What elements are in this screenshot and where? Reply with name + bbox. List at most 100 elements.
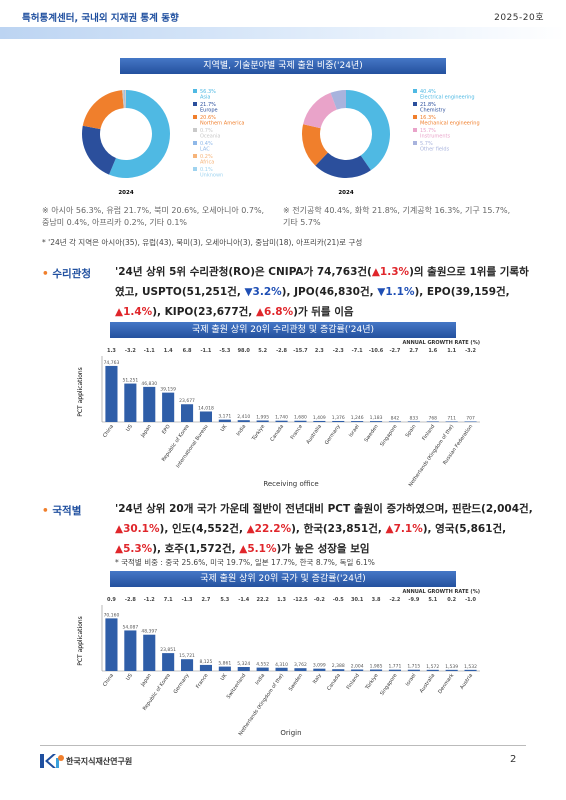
legend-label: Electrical engineering <box>420 95 475 101</box>
value-label: 768 <box>428 415 437 421</box>
growth-value: 1.1 <box>447 348 456 354</box>
x-tick-label: India <box>254 673 266 687</box>
trend-value: ▲6.8% <box>255 306 294 318</box>
header-title: 특허통계센터, 국내외 지재권 통계 동향 <box>22 13 179 24</box>
value-label: 1,680 <box>294 415 307 421</box>
growth-title: ANNUAL GROWTH RATE (%) <box>403 340 480 346</box>
growth-value: -1.4 <box>238 597 249 603</box>
bar <box>388 421 401 422</box>
legend-swatch <box>413 141 417 145</box>
growth-value: -2.8 <box>125 597 136 603</box>
legend-value: 40.4% <box>420 89 436 95</box>
chart-title: 국제 출원 상위 20위 국가 및 증감률('24년) <box>110 571 456 587</box>
legend-value: 20.6% <box>200 115 216 121</box>
text-run: ), EPO(39,159건, <box>414 286 510 298</box>
value-label: 842 <box>391 415 400 421</box>
bar <box>294 668 307 671</box>
x-tick-label: France <box>195 673 209 690</box>
bar <box>313 420 326 422</box>
growth-value: 5.1 <box>428 597 437 603</box>
donut-slice <box>82 125 116 175</box>
x-tick-label: Austria <box>459 673 474 691</box>
trend-value: ▲5.3% <box>115 543 153 555</box>
para-label-wrap: • 수리관청 <box>42 268 92 280</box>
value-label: 39,159 <box>160 387 176 393</box>
note: * 국적별 비중 : 중국 25.6%, 미국 19.7%, 일본 17.7%,… <box>115 558 375 567</box>
value-label: 3,171 <box>218 414 231 420</box>
text-run: )의 출원으로 1위를 기록하였고, USPTO(51,251건, <box>115 266 529 298</box>
trend-value: ▲5.1% <box>239 543 277 555</box>
growth-value: 2.3 <box>315 348 324 354</box>
value-label: 707 <box>466 415 475 421</box>
org-name: 한국지식재산연구원 <box>66 757 133 766</box>
legend-label: Instruments <box>420 134 451 140</box>
x-tick-label: India <box>235 424 247 438</box>
growth-value: 3.8 <box>372 597 381 603</box>
footer-rule <box>40 745 526 746</box>
growth-value: -9.9 <box>408 597 419 603</box>
issue-number: 2025-20호 <box>494 13 544 23</box>
value-label: 3,762 <box>294 662 307 668</box>
para-label: 수리관청 <box>52 268 92 280</box>
value-label: 23,851 <box>160 647 176 653</box>
x-tick-label: UK <box>220 672 229 682</box>
bar <box>407 669 420 671</box>
bar <box>275 667 288 671</box>
bar <box>181 659 194 671</box>
value-label: 1,995 <box>256 415 269 421</box>
x-tick-label: China <box>102 424 115 439</box>
bar <box>351 669 364 671</box>
bar <box>237 667 250 671</box>
donut-slice <box>124 90 126 109</box>
growth-value: 0.2 <box>447 597 456 603</box>
growth-value: 0.9 <box>107 597 116 603</box>
text-run: '24년 상위 5위 수리관청(RO)은 CNIPA가 74,763건( <box>115 266 372 278</box>
text-run: ), 호주(1,572건, <box>152 543 240 555</box>
x-tick-label: Germany <box>173 673 191 695</box>
x-tick-label: Türkiye <box>251 424 267 443</box>
text-run: ), 인도(4,552건, <box>159 523 247 535</box>
value-label: 2,410 <box>237 414 250 420</box>
paragraph: '24년 상위 20개 국가 가운데 절반이 전년대비 PCT 출원이 증가하였… <box>115 499 535 559</box>
bar <box>275 420 288 422</box>
text-run: ), JPO(46,830건, <box>281 286 378 298</box>
bar <box>294 420 307 422</box>
value-label: 1,572 <box>426 664 439 670</box>
growth-value: -0.2 <box>314 597 325 603</box>
bar <box>445 421 458 422</box>
bar <box>388 669 401 671</box>
x-tick-label: Canada <box>326 673 342 692</box>
donut-slice <box>330 90 346 110</box>
legend-label: Mechanical engineering <box>420 121 480 127</box>
value-label: 3,099 <box>313 663 326 669</box>
trend-value: ▲22.2% <box>246 523 292 535</box>
value-label: 1,532 <box>464 664 477 670</box>
text-run: )가 뒤를 이음 <box>293 306 354 318</box>
growth-value: -7.1 <box>352 348 363 354</box>
x-tick-label: Sweden <box>288 673 304 693</box>
legend-label: Asia <box>200 95 210 101</box>
text-run: ), KIPO(23,677건, <box>152 306 256 318</box>
bar <box>124 630 137 671</box>
value-label: 54,087 <box>122 624 138 630</box>
bar <box>351 421 364 422</box>
legend-label: Africa <box>200 160 214 166</box>
bar <box>143 634 156 671</box>
x-tick-label: Denmark <box>437 673 455 695</box>
para-label: 국적별 <box>52 505 82 517</box>
value-label: 4,552 <box>256 662 269 668</box>
donut-slice <box>82 90 124 130</box>
growth-value: -2.3 <box>333 348 344 354</box>
value-label: 15,721 <box>179 653 195 659</box>
bar <box>256 667 269 671</box>
legend-swatch <box>193 89 197 93</box>
donut-slice <box>315 152 371 178</box>
value-label: 1,715 <box>407 664 420 670</box>
value-label: 5,861 <box>218 661 231 667</box>
legend-value: 0.4% <box>200 141 213 147</box>
x-tick-label: Singapore <box>379 673 398 697</box>
paragraph: '24년 상위 5위 수리관청(RO)은 CNIPA가 74,763건(▲1.3… <box>115 262 535 322</box>
growth-value: 1.3 <box>277 597 286 603</box>
value-label: 1,539 <box>445 664 458 670</box>
